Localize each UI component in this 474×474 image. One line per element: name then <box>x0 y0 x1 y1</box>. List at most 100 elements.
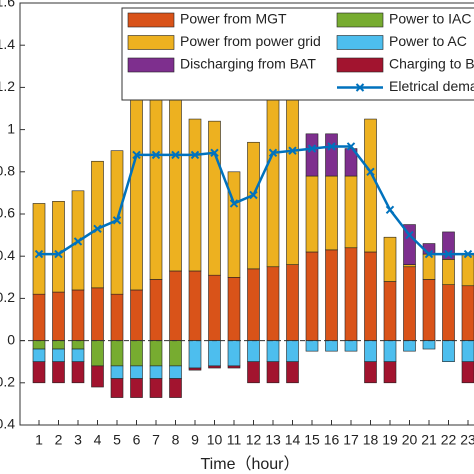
line-marker <box>424 249 434 259</box>
line-marker <box>366 167 375 177</box>
bar-segment <box>130 340 143 367</box>
line-marker <box>463 249 473 259</box>
plot-frame <box>19 2 474 426</box>
y-tick-label: 1 <box>7 120 15 136</box>
bar-segment <box>208 340 221 367</box>
bar-segment <box>188 340 202 369</box>
x-tick-label: 6 <box>133 432 141 448</box>
x-tick-label: 18 <box>363 432 379 448</box>
x-tick-label: 15 <box>304 432 320 448</box>
bar-segment <box>266 99 280 268</box>
y-tick-label: 1.6 <box>0 0 15 10</box>
bar-segment <box>305 175 319 253</box>
x-tick-label: 3 <box>74 432 82 448</box>
bar-segment <box>91 365 104 388</box>
y-tick-label: 0 <box>7 331 15 347</box>
line-marker <box>151 150 161 160</box>
bar-segment <box>149 378 163 398</box>
legend-swatch <box>336 57 384 73</box>
bar-segment <box>325 249 338 341</box>
bar-segment <box>71 361 85 384</box>
x-tick-label: 5 <box>113 432 121 448</box>
bar-segment <box>286 340 299 363</box>
bar-segment <box>32 361 46 384</box>
line-marker <box>73 237 83 246</box>
bar-segment <box>169 270 182 341</box>
line-marker <box>171 150 180 160</box>
bar-segment <box>110 293 124 341</box>
x-tick-label: 8 <box>172 432 180 448</box>
bar-segment <box>442 340 455 363</box>
x-tick-label: 9 <box>191 432 199 448</box>
bar-segment <box>227 171 241 278</box>
bar-segment <box>364 361 377 384</box>
bar-segment <box>149 279 163 341</box>
x-tick-label: 14 <box>285 432 301 448</box>
line-marker <box>132 150 141 160</box>
legend-swatch <box>127 35 175 50</box>
y-tick-label: 0.4 <box>0 247 15 263</box>
bar-segment <box>344 148 358 177</box>
bar-segment <box>71 340 85 350</box>
bar-segment <box>208 274 221 341</box>
x-tick-label: 2 <box>55 432 63 448</box>
bar-segment <box>442 259 455 285</box>
legend-box <box>121 7 474 101</box>
bar-segment <box>286 361 299 384</box>
bar-segment <box>91 340 104 367</box>
bar-segment <box>188 367 202 371</box>
bar-segment <box>52 348 65 363</box>
bar-segment <box>422 279 436 341</box>
bar-segment <box>247 268 260 341</box>
x-tick-label: 4 <box>94 432 102 448</box>
bar-segment <box>266 340 280 363</box>
bar-segment <box>403 224 416 265</box>
line-marker <box>190 150 200 160</box>
bar-segment <box>110 340 124 367</box>
line-marker <box>288 146 297 155</box>
bar-segment <box>149 365 163 379</box>
bar-segment <box>32 348 46 363</box>
line-marker <box>112 216 122 225</box>
line-marker <box>307 144 317 153</box>
legend-swatch <box>336 12 384 28</box>
bar-segment <box>52 201 65 293</box>
bar-segment <box>169 84 182 272</box>
bar-segment <box>286 93 299 265</box>
bar-segment <box>91 287 104 341</box>
bar-segment <box>461 361 474 384</box>
bar-segment <box>422 253 436 280</box>
legend-label: Power from MGT <box>180 11 287 27</box>
x-tick-label: 19 <box>382 432 398 448</box>
x-tick-label: 1 <box>35 432 43 448</box>
line-marker <box>93 224 102 233</box>
legend-label: Discharging from BAT <box>180 56 316 72</box>
bar-segment <box>130 378 143 398</box>
x-tick-label: 20 <box>402 432 418 448</box>
bar-segment <box>208 120 221 276</box>
bar-segment <box>344 340 358 352</box>
y-tick-label: 0.2 <box>0 289 15 305</box>
line-marker <box>346 142 356 151</box>
bar-segment <box>149 84 163 280</box>
bar-segment <box>461 253 474 287</box>
bar-segment <box>403 266 416 341</box>
legend-label: Power from power grid <box>180 33 321 49</box>
bar-segment <box>169 378 182 398</box>
bar-segment <box>461 340 474 363</box>
bar-segment <box>383 340 397 363</box>
bar-segment <box>305 133 319 177</box>
line-marker <box>268 148 278 158</box>
legend-label: Power to AC <box>389 33 467 49</box>
bar-segment <box>149 340 163 367</box>
bar-segment <box>32 203 46 295</box>
bar-segment <box>110 365 124 379</box>
x-tick-label: 16 <box>324 432 340 448</box>
x-tick-label: 21 <box>421 432 437 448</box>
legend-label: Eletrical demand <box>389 78 474 94</box>
bar-segment <box>32 340 46 350</box>
y-tick-label: 0.6 <box>0 205 15 221</box>
legend-swatch <box>336 35 384 50</box>
bar-segment <box>383 361 397 384</box>
